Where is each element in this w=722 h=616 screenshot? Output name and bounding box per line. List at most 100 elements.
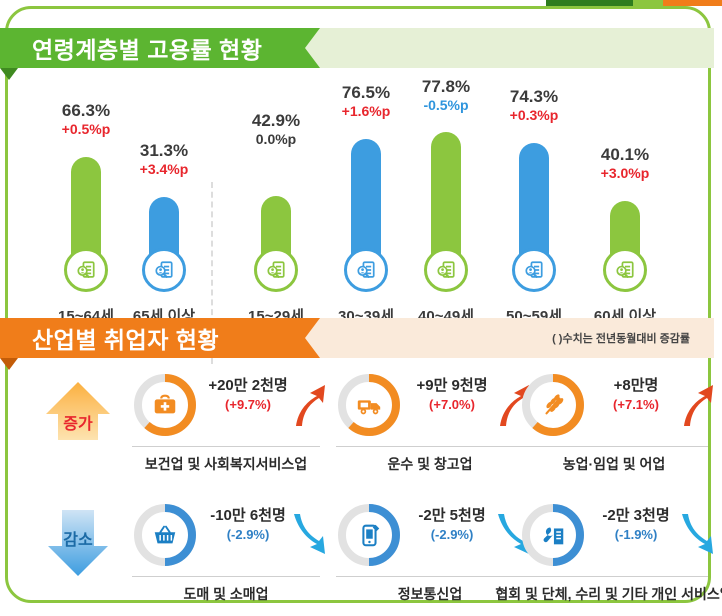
bar-group-40-49[interactable]: 77.8% -0.5%p 40~49세	[398, 77, 494, 325]
bar-value: 31.3%	[139, 141, 189, 160]
person-chart-icon	[344, 248, 388, 292]
bar-delta: +0.5%p	[61, 121, 111, 137]
bar-group-15-64[interactable]: 66.3% +0.5%p 15~64세	[38, 82, 134, 325]
industry-name: 정보통신업	[397, 586, 463, 602]
industry-banner-background: ( )수치는 전년동월대비 증감률	[290, 318, 714, 358]
industry-rule	[336, 576, 524, 577]
person-chart-icon	[512, 248, 556, 292]
bar-delta: -0.5%p	[423, 97, 469, 113]
arrow-down-curved-icon	[490, 508, 532, 560]
decrease-label: 감소	[63, 532, 93, 549]
employment-banner: 연령계층별 고용률 현황	[0, 28, 320, 80]
industry-item-transport[interactable]: +9만 9천명 (+7.0%) 운수 및 창고업	[330, 370, 530, 486]
top-color-tabs	[0, 0, 722, 6]
page-frame	[5, 6, 711, 603]
donut-ring	[338, 374, 400, 436]
employment-rate-chart: 66.3% +0.5%p 15~64세 3	[0, 77, 722, 364]
increase-label: 증가	[63, 416, 93, 433]
industry-count: +8만명	[613, 377, 659, 394]
arrow-down-icon: 감소	[42, 504, 114, 582]
donut-ring	[134, 374, 196, 436]
bar-value: 77.8%	[421, 77, 471, 96]
bar-delta: +0.3%p	[509, 107, 559, 123]
industry-item-agriculture[interactable]: +8만명 (+7.1%) 농업·임업 및 어업	[514, 370, 714, 486]
industry-count: -2만 5천명	[418, 507, 486, 524]
industry-rule	[520, 576, 708, 577]
bar-group-60-plus[interactable]: 40.1% +3.0%p 60세 이상	[577, 82, 673, 325]
medical-bag-icon	[143, 383, 187, 427]
banner-fold-orange	[0, 358, 18, 370]
industry-percent: (+9.7%)	[225, 397, 271, 412]
bar-label-block: 76.5% +1.6%p	[318, 82, 414, 120]
arrow-down-curved-icon	[286, 508, 328, 560]
bar-label-block: 40.1% +3.0%p	[577, 144, 673, 182]
delivery-truck-icon	[347, 383, 391, 427]
arrow-up-curved-icon	[674, 378, 716, 430]
industry-name: 운수 및 창고업	[387, 456, 473, 472]
tab-swatch-dark-green	[546, 0, 633, 6]
bar-label-block: 31.3% +3.4%p	[116, 140, 212, 178]
industry-percent: (+7.0%)	[429, 397, 475, 412]
industry-banner-body: 산업별 취업자 현황	[0, 318, 290, 358]
bar-label-block: 66.3% +0.5%p	[38, 100, 134, 138]
industry-percent: (-1.9%)	[614, 527, 658, 542]
industry-count: -10만 6천명	[210, 507, 286, 524]
industry-banner-title: 산업별 취업자 현황	[32, 327, 220, 353]
smartphone-wrench-icon	[347, 513, 391, 557]
donut-ring	[338, 504, 400, 566]
tab-swatch-orange	[663, 0, 722, 6]
bar-group-50-59[interactable]: 74.3% +0.3%p 50~59세	[486, 82, 582, 325]
donut-ring	[134, 504, 196, 566]
chart-divider-dashed	[211, 182, 213, 364]
industry-count: +20만 2천명	[208, 377, 288, 394]
bar-label-block: 77.8% -0.5%p	[398, 76, 494, 114]
industry-rule	[132, 446, 320, 447]
donut-ring	[522, 504, 584, 566]
industry-item-retail[interactable]: -10만 6천명 (-2.9%) 도매 및 소매업	[126, 500, 326, 616]
industry-count: -2만 3천명	[602, 507, 670, 524]
bar-delta: 0.0%p	[255, 131, 297, 147]
bar-group-15-29[interactable]: 42.9% 0.0%p 15~29세	[228, 82, 324, 325]
bar-value: 66.3%	[61, 101, 111, 120]
banner-chevron-green-icon	[290, 28, 320, 68]
arrow-up-curved-icon	[490, 378, 532, 430]
industry-increase-row: 증가 +20만 2천명	[0, 368, 722, 486]
industry-rule	[520, 446, 708, 447]
industry-item-ict[interactable]: -2만 5천명 (-2.9%) 정보통신업	[330, 500, 530, 616]
bar-label-block: 74.3% +0.3%p	[486, 86, 582, 124]
industry-percent: (-2.9%)	[430, 527, 474, 542]
employment-banner-background	[290, 28, 714, 68]
industry-figures: -2만 3천명 (-1.9%)	[590, 506, 682, 544]
bar-delta: +3.4%p	[139, 161, 189, 177]
tab-swatch-green	[633, 0, 663, 6]
arrow-down-curved-icon	[674, 508, 716, 560]
shopping-basket-icon	[143, 513, 187, 557]
bar-value: 76.5%	[341, 83, 391, 102]
industry-count: +9만 9천명	[416, 377, 488, 394]
bar-group-30-39[interactable]: 76.5% +1.6%p 30~39세	[318, 82, 414, 325]
bar-delta: +3.0%p	[600, 165, 650, 181]
banner-fold-green	[0, 68, 18, 80]
bar-delta: +1.6%p	[341, 103, 391, 119]
bar-value: 40.1%	[600, 145, 650, 164]
person-chart-icon	[64, 248, 108, 292]
wrench-building-icon	[531, 513, 575, 557]
industry-name: 도매 및 소매업	[183, 586, 269, 602]
industry-item-associations[interactable]: -2만 3천명 (-1.9%) 협회 및 단체, 수리 및 기타 개인 서비스업	[495, 500, 722, 616]
industry-percent: (+7.1%)	[613, 397, 659, 412]
employment-banner-body: 연령계층별 고용률 현황	[0, 28, 290, 68]
industry-figures: -10만 6천명 (-2.9%)	[202, 506, 294, 544]
bar-value: 42.9%	[251, 111, 301, 130]
industry-name: 보건업 및 사회복지서비스업	[144, 456, 308, 472]
industry-decrease-row: 감소	[0, 498, 722, 616]
industry-rule	[336, 446, 524, 447]
person-chart-icon	[254, 248, 298, 292]
industry-banner-note: ( )수치는 전년동월대비 증감률	[552, 333, 690, 345]
industry-percent: (-2.9%)	[226, 527, 270, 542]
donut-ring	[522, 374, 584, 436]
person-chart-icon	[142, 248, 186, 292]
industry-item-health[interactable]: +20만 2천명 (+9.7%) 보건업 및 사회복지서비스업	[126, 370, 326, 486]
industry-figures: +9만 9천명 (+7.0%)	[406, 376, 498, 414]
bar-group-65-plus[interactable]: 31.3% +3.4%p 65세 이상	[116, 82, 212, 325]
